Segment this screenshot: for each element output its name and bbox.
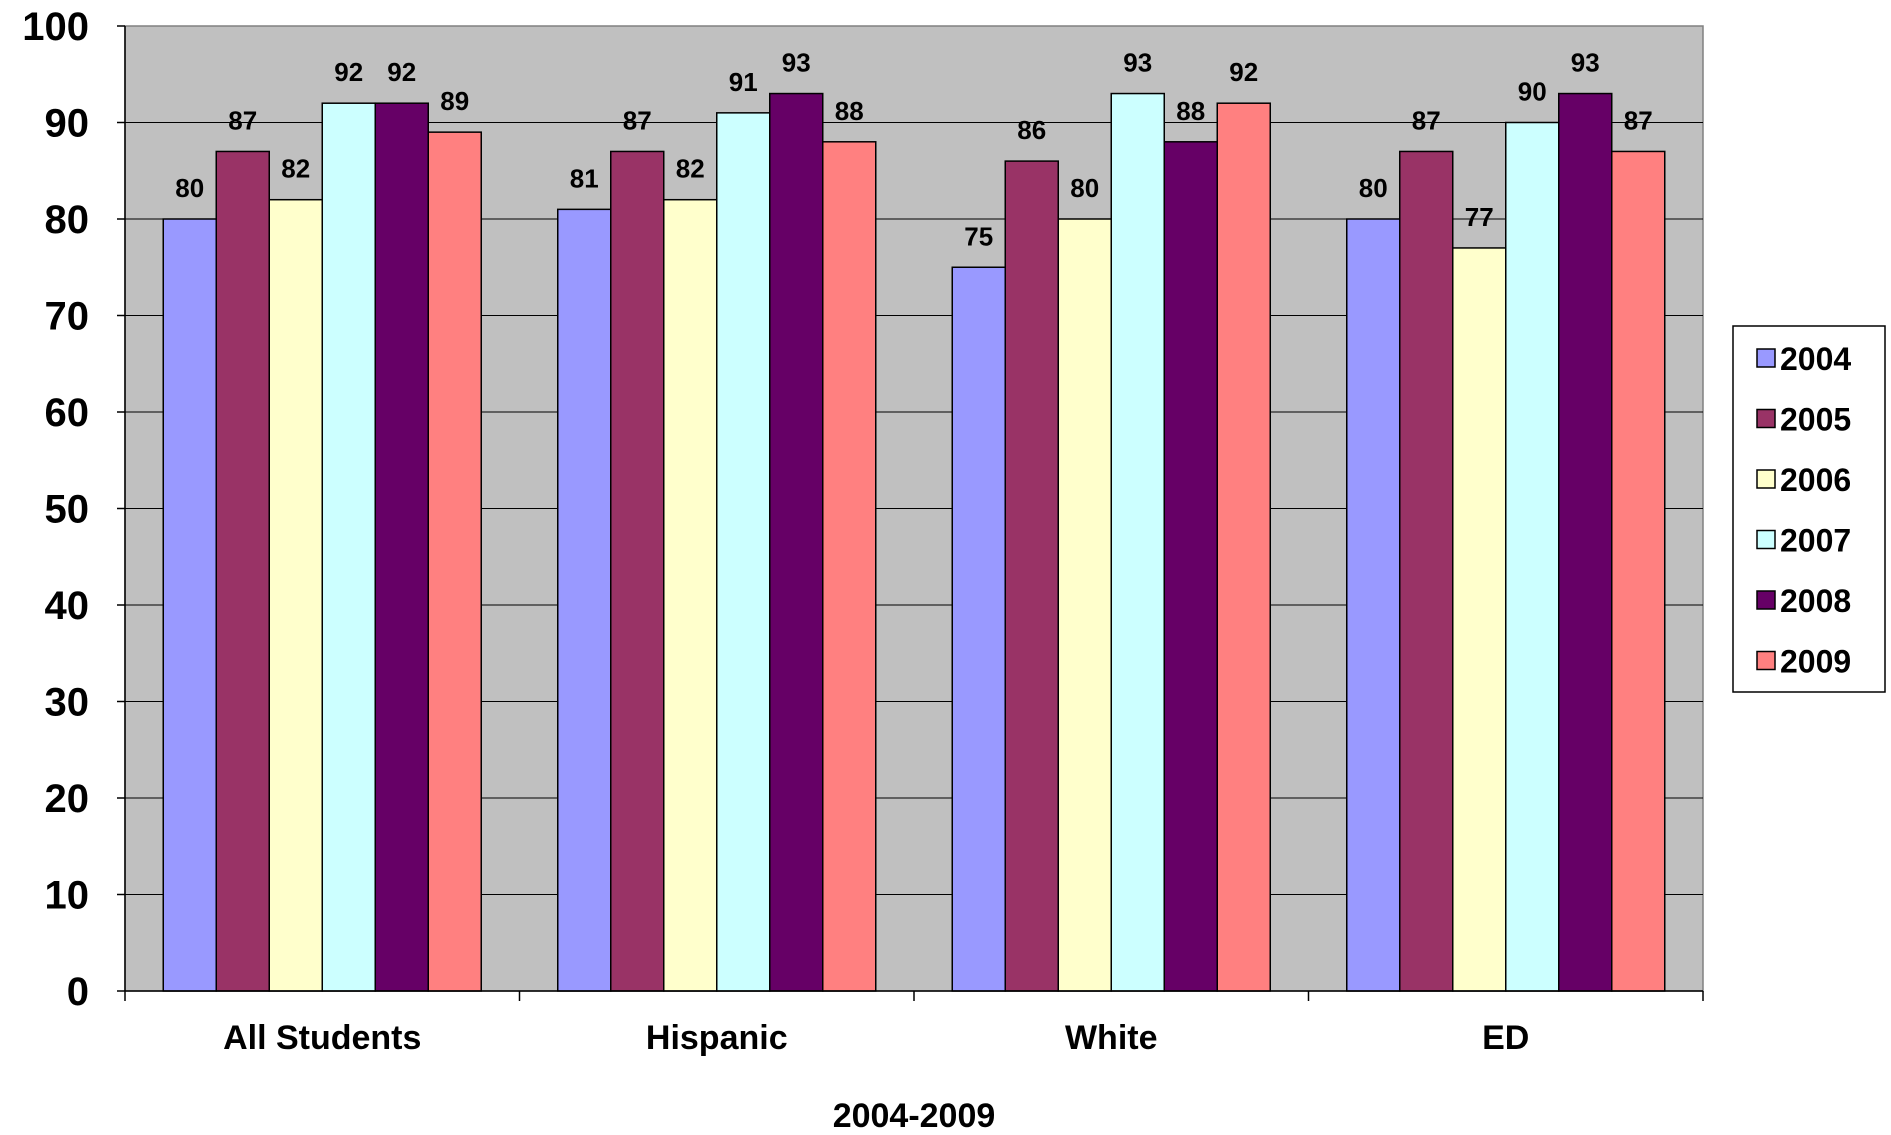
y-tick-label: 0 — [67, 970, 89, 1014]
bar-2007-ed — [1505, 121, 1560, 992]
bar-2004-hispanic — [557, 208, 612, 992]
data-label: 92 — [334, 57, 363, 87]
data-label: 92 — [387, 57, 416, 87]
data-label: 87 — [623, 105, 652, 135]
bar-2007-all-students — [321, 102, 376, 992]
bar-2008-hispanic — [769, 92, 824, 992]
bar-2004-ed — [1346, 218, 1401, 992]
legend-box — [1732, 325, 1886, 693]
legend-swatch-2008 — [1756, 590, 1776, 610]
data-label: 93 — [1123, 48, 1152, 78]
y-tick-label: 80 — [45, 198, 90, 242]
data-labels: 80 87 82 92 92 89 81 87 82 91 93 88 75 86 80 93 88 92 80 87… — [175, 48, 1652, 252]
y-tick-label: 40 — [45, 584, 90, 628]
y-tick-label: 100 — [22, 5, 89, 49]
data-label: 93 — [1571, 48, 1600, 78]
legend-label-2005: 2005 — [1780, 402, 1851, 438]
legend-label-2006: 2006 — [1780, 462, 1851, 498]
data-label: 88 — [1176, 96, 1205, 126]
legend-label-2009: 2009 — [1780, 644, 1851, 680]
x-category-label: ED — [1482, 1019, 1529, 1057]
legend: 2004 2005 2006 2007 2008 2009 — [1732, 325, 1886, 693]
data-label: 80 — [1070, 173, 1099, 203]
bars — [162, 92, 1666, 992]
y-tick-label: 60 — [45, 391, 90, 435]
bar-2007-hispanic — [716, 112, 771, 992]
data-label: 87 — [1412, 105, 1441, 135]
data-label: 93 — [782, 48, 811, 78]
data-label: 77 — [1465, 202, 1494, 232]
x-category-label: Hispanic — [646, 1019, 788, 1057]
y-axis-ticks: 0 10 20 30 40 50 60 70 80 90 100 — [22, 5, 125, 1014]
x-category-label: White — [1065, 1019, 1158, 1057]
bar-2008-white — [1163, 141, 1218, 992]
bar-2009-all-students — [427, 131, 482, 992]
legend-label-2004: 2004 — [1780, 341, 1851, 377]
data-label: 81 — [570, 163, 599, 193]
data-label: 87 — [228, 105, 257, 135]
bar-2008-all-students — [374, 102, 429, 992]
data-label: 92 — [1229, 57, 1258, 87]
y-tick-label: 50 — [45, 488, 90, 532]
data-label: 82 — [281, 154, 310, 184]
data-label: 75 — [964, 221, 993, 251]
bar-2005-hispanic — [610, 150, 665, 992]
x-axis: All Students Hispanic White ED — [124, 26, 1704, 1057]
legend-label-2007: 2007 — [1780, 523, 1851, 559]
data-label: 87 — [1624, 105, 1653, 135]
bar-2006-all-students — [268, 198, 323, 992]
bar-2006-hispanic — [663, 198, 718, 992]
bar-2009-hispanic — [822, 141, 877, 992]
data-label: 80 — [175, 173, 204, 203]
y-tick-label: 10 — [45, 874, 90, 918]
y-tick-label: 20 — [45, 777, 90, 821]
data-label: 89 — [440, 86, 469, 116]
legend-swatch-2005 — [1756, 408, 1776, 429]
y-tick-label: 70 — [45, 295, 90, 339]
bar-2005-white — [1004, 160, 1059, 992]
data-label: 88 — [835, 96, 864, 126]
data-label: 90 — [1518, 77, 1547, 107]
x-category-label: All Students — [223, 1019, 421, 1057]
y-tick-label: 90 — [45, 102, 90, 146]
legend-swatch-2006 — [1756, 469, 1776, 489]
legend-swatch-2004 — [1756, 348, 1776, 368]
legend-swatch-2009 — [1756, 650, 1776, 671]
bar-2008-ed — [1558, 92, 1613, 992]
bar-2004-all-students — [162, 218, 217, 992]
legend-swatch-2007 — [1756, 529, 1776, 550]
x-axis-title: 2004-2009 — [833, 1097, 996, 1135]
bar-2004-white — [951, 266, 1006, 992]
bar-2009-white — [1216, 102, 1271, 992]
bar-2006-white — [1057, 218, 1112, 992]
data-label: 86 — [1017, 115, 1046, 145]
data-label: 80 — [1359, 173, 1388, 203]
bar-2007-white — [1110, 92, 1165, 992]
data-label: 91 — [729, 67, 758, 97]
bar-2009-ed — [1611, 150, 1666, 992]
legend-label-2008: 2008 — [1780, 583, 1851, 619]
y-tick-label: 30 — [45, 681, 90, 725]
bar-2005-ed — [1399, 150, 1454, 992]
bar-2006-ed — [1452, 247, 1507, 992]
data-label: 82 — [676, 154, 705, 184]
bar-2005-all-students — [215, 150, 270, 992]
